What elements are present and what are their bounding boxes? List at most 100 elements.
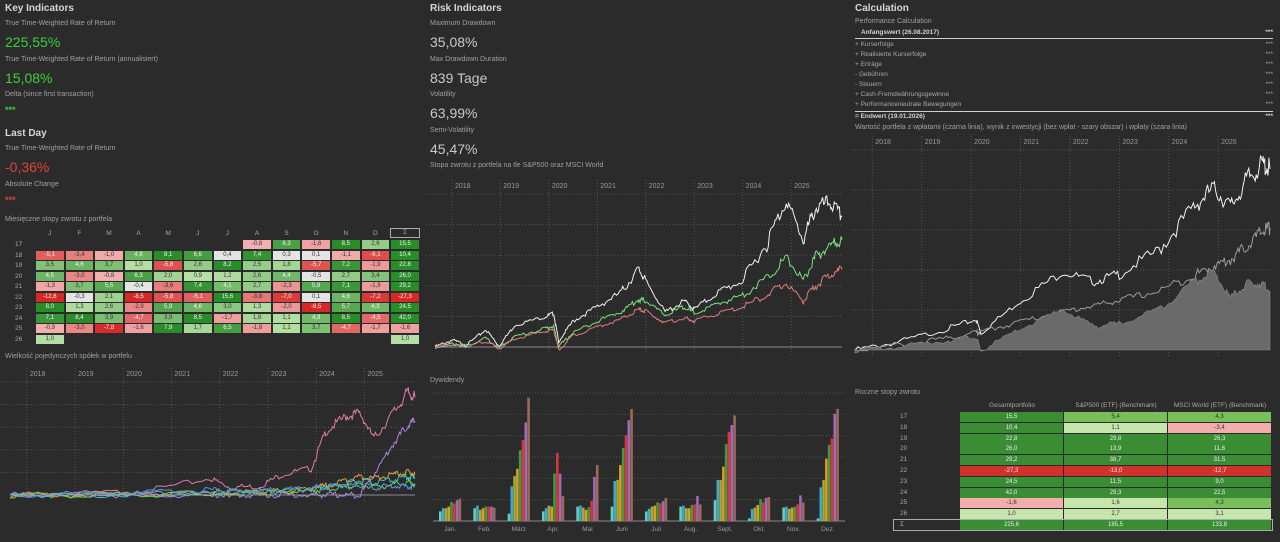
dividend-bar (793, 506, 797, 521)
series-line (434, 265, 843, 351)
yearly-cell: 1,0 (960, 509, 1063, 520)
heatmap-cell: 26,0 (391, 271, 419, 281)
dividend-bar (581, 507, 585, 521)
dividend-bar (455, 500, 459, 521)
ttwror-label: True Time-Weighted Rate of Return (5, 20, 116, 27)
heatmap-cell: -2,0 (272, 303, 301, 312)
x-tick-label: Mai (582, 526, 592, 533)
dividend-bar (696, 496, 699, 521)
dividend-bar (584, 509, 588, 521)
calc-row-label: - Steuern (855, 81, 882, 88)
dividend-bar (682, 505, 685, 521)
heatmap-cell: 5,9 (154, 303, 182, 312)
calc-row: = Endwert (19.01.2026) *** (855, 111, 1273, 121)
heatmap-cell: 3,5 (36, 261, 64, 270)
x-tick-label: Aug. (684, 526, 698, 533)
dividend-bar (790, 507, 794, 521)
heatmap-cell: 4,1 (213, 282, 242, 291)
heatmap-column-header: Σ (390, 228, 420, 238)
x-tick-label: März (512, 526, 526, 533)
series-line (434, 236, 843, 350)
x-tick-label: Nov. (787, 526, 800, 533)
dividend-bar (556, 452, 559, 521)
delta-label: Delta (since first transaction) (5, 91, 94, 98)
heatmap-cell: 7,9 (154, 324, 182, 333)
heatmap-cell: 7,1 (332, 282, 360, 291)
heatmap-column-header: O (313, 230, 319, 237)
heatmap-cell: -1,1 (332, 250, 360, 260)
yearly-cell: 26,3 (1168, 433, 1271, 444)
heatmap-cell: 2,5 (243, 261, 271, 270)
heatmap-cell: 0,3 (272, 250, 301, 260)
heatmap-cell: 7,4 (243, 250, 271, 260)
yearly-cell: 38,7 (1064, 455, 1167, 466)
dividend-bar (762, 502, 765, 521)
x-tick-label: 2019 (503, 183, 519, 190)
yearly-cell: 11,6 (1168, 444, 1271, 455)
heatmap-cell: -3,0 (65, 324, 94, 333)
performance-vs-benchmark-chart: 2018 2019 2020 2021 2022 2023 2024 2025 (425, 180, 843, 355)
calc-row: Anfangswert (26.08.2017) *** (855, 28, 1273, 39)
dividend-bar (756, 505, 759, 521)
calc-row-label: + Performanceneutrale Bewegungen (855, 101, 962, 108)
dividend-bar (767, 497, 771, 521)
monthly-returns-heatmap: J F M A M J J A S O N D Σ 17 -0,8 6,3 -1,6 8,5 2,6 15,5 18 -5… (0, 228, 425, 350)
last-day-ttwror-value: -0,36% (5, 159, 50, 175)
heatmap-cell: -1,7 (361, 324, 390, 333)
calc-row-label: + Cash-Fremdwährungsgewinne (855, 91, 950, 98)
dividend-bar (750, 508, 754, 521)
calc-row-label: Anfangswert (26.08.2017) (861, 29, 940, 36)
x-tick-label: 2024 (1172, 139, 1188, 146)
dividend-bar (724, 444, 728, 521)
heatmap-cell: 8,5 (332, 313, 360, 323)
heatmap-cell: 2,6 (243, 271, 271, 281)
x-tick-label: Feb. (478, 526, 491, 533)
dividend-bar (647, 508, 651, 521)
dividend-bar (616, 480, 619, 521)
heatmap-cell: -3,0 (65, 271, 94, 281)
yearly-cell: -12,7 (1168, 466, 1271, 476)
performance-calculation-label: Performance Calculation (855, 18, 932, 25)
heatmap-cell: -5,1 (36, 250, 64, 260)
heatmap-cell: -2,9 (124, 303, 153, 312)
heatmap-cell: 1,3 (243, 303, 271, 312)
calc-row-label: + Kurserfolge (855, 41, 894, 48)
calc-row: - Steuern *** (855, 80, 1273, 90)
heatmap-cell: 7,2 (332, 261, 360, 270)
heatmap-row-year: 26 (15, 335, 23, 343)
heatmap-cell: 1,0 (36, 334, 64, 344)
yearly-cell: 31,5 (1168, 455, 1271, 466)
delta-value: *** (5, 105, 16, 115)
heatmap-row-year: 18 (15, 251, 23, 259)
x-tick-label: 2021 (1024, 139, 1040, 146)
heatmap-column-header: S (284, 230, 289, 237)
heatmap-cell: 1,1 (272, 324, 301, 333)
x-tick-label: Jan. (444, 526, 456, 533)
yearly-column-header: S&P500 (ETF) (Benchmark) (1075, 402, 1157, 409)
dividend-bar (527, 397, 530, 521)
yearly-cell: 22,8 (960, 433, 1063, 444)
x-tick-label: 2025 (794, 183, 810, 190)
dividend-bar (822, 480, 825, 521)
x-tick-label: 2021 (600, 183, 616, 190)
calc-row-value: *** (1265, 41, 1273, 48)
x-tick-label: 2025 (1221, 139, 1237, 146)
heatmap-row-year: 20 (15, 272, 23, 280)
x-tick-label: 2022 (223, 371, 239, 378)
yearly-column-header: MSCI World (ETF) (Benchmark) (1173, 402, 1267, 409)
dividend-bar (492, 507, 496, 521)
dividend-bar (687, 508, 691, 521)
dividend-bar (579, 505, 582, 521)
calculation-title: Calculation (855, 3, 909, 14)
volatility-value: 63,99% (430, 105, 478, 121)
heatmap-row-year: 25 (15, 325, 23, 332)
dividend-bar (630, 409, 633, 521)
heatmap-column-header: M (106, 230, 112, 237)
dividend-bar (679, 506, 682, 521)
dividend-bar (645, 511, 648, 521)
x-tick-label: 2020 (552, 183, 568, 190)
heatmap-cell: 2,1 (95, 292, 123, 302)
heatmap-column-header: J (225, 230, 230, 237)
dividend-bar (719, 480, 722, 521)
yearly-cell: -13,0 (1064, 466, 1167, 476)
